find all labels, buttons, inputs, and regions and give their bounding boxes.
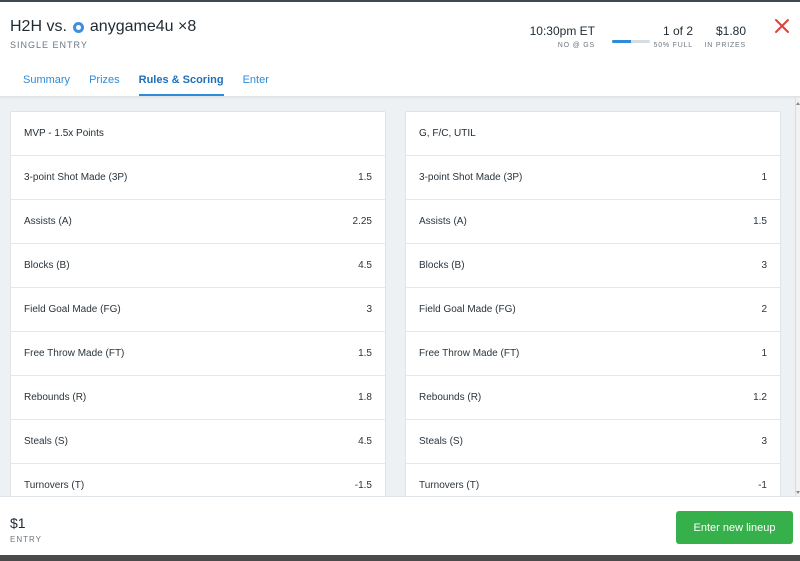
contest-title: H2H vs. anygame4u ×8 [10,18,196,36]
entry-type-label: SINGLE ENTRY [10,40,88,50]
opponent-badge-icon [72,21,84,33]
bottom-edge [0,555,800,561]
scoring-row: Field Goal Made (FG) 2 [406,288,780,332]
stat-points: 1.2 [753,392,767,403]
scoring-row: 3-point Shot Made (3P) 1.5 [11,156,385,200]
scoring-row: Free Throw Made (FT) 1.5 [11,332,385,376]
stat-label: Steals (S) [24,436,68,447]
entry-fee: $1 [10,515,26,531]
tab-prizes[interactable]: Prizes [89,74,120,86]
scoring-row: Turnovers (T) -1.5 [11,464,385,498]
scroll-up-icon[interactable] [796,102,800,105]
stat-points: 2 [761,304,767,315]
stat-points: 4.5 [358,436,372,447]
stat-points: -1 [758,480,767,491]
stat-points: 4.5 [358,260,372,271]
top-edge [0,0,800,2]
stat-label: Blocks (B) [24,260,70,271]
stat-label: Assists (A) [24,216,72,227]
stat-label: 3-point Shot Made (3P) [419,172,523,183]
scoring-row: 3-point Shot Made (3P) 1 [406,156,780,200]
content-scrollbar[interactable] [795,98,800,498]
stat-points: 1.8 [358,392,372,403]
stat-label: Steals (S) [419,436,463,447]
tab-enter[interactable]: Enter [242,74,269,86]
prizes-stat: $1.80 IN PRIZES [705,24,746,49]
contest-header: H2H vs. anygame4u ×8 SINGLE ENTRY 10:30p… [0,2,800,97]
stat-points: 1.5 [358,348,372,359]
scoring-card-standard: G, F/C, UTIL 3-point Shot Made (3P) 1 Ass… [405,111,781,498]
game-matchup: NO @ GS [557,42,595,49]
stat-label: Assists (A) [419,216,467,227]
scoring-row: Field Goal Made (FG) 3 [11,288,385,332]
tab-summary[interactable]: Summary [23,74,71,86]
entries-count: 1 of 2 [662,24,693,38]
scoring-row: Blocks (B) 4.5 [11,244,385,288]
contest-type: H2H vs. [10,18,67,35]
scoring-content: MVP - 1.5x Points 3-point Shot Made (3P)… [0,98,795,498]
stat-points: 2.25 [352,216,372,227]
card-title: G, F/C, UTIL [406,112,780,156]
stat-points: 1 [761,348,767,359]
contest-tabs: Summary Prizes Rules & Scoring Enter [23,74,288,96]
entries-progress-fill [612,40,631,43]
game-time-stat: 10:30pm ET NO @ GS [530,24,595,49]
close-icon [775,19,789,33]
stat-points: 3 [366,304,372,315]
scoring-row: Turnovers (T) -1 [406,464,780,498]
entries-progress-bar [612,40,650,43]
stat-label: Turnovers (T) [24,480,85,491]
entries-fill-label: 50% FULL [653,42,693,49]
stat-label: Rebounds (R) [419,392,482,403]
entry-fee-label: ENTRY [10,535,42,544]
scoring-row: Blocks (B) 3 [406,244,780,288]
scoring-row: Steals (S) 3 [406,420,780,464]
scoring-row: Steals (S) 4.5 [11,420,385,464]
stat-label: Turnovers (T) [419,480,480,491]
stat-points: 1.5 [753,216,767,227]
enter-new-lineup-button[interactable]: Enter new lineup [676,511,793,544]
prize-label: IN PRIZES [704,42,746,49]
card-title: MVP - 1.5x Points [11,112,385,156]
game-time: 10:30pm ET [529,24,595,38]
stat-label: Free Throw Made (FT) [24,348,125,359]
stat-points: 3 [761,260,767,271]
stat-label: Field Goal Made (FG) [24,304,121,315]
stat-points: 1.5 [358,172,372,183]
scoring-row: Assists (A) 1.5 [406,200,780,244]
prize-amount: $1.80 [715,24,746,38]
scoring-row: Rebounds (R) 1.2 [406,376,780,420]
entry-footer: $1 ENTRY Enter new lineup [0,496,800,555]
stat-points: 3 [761,436,767,447]
stat-label: Blocks (B) [419,260,465,271]
scoring-row: Rebounds (R) 1.8 [11,376,385,420]
stat-points: 1 [761,172,767,183]
stat-label: Field Goal Made (FG) [419,304,516,315]
stat-label: Rebounds (R) [24,392,87,403]
scoring-row: Free Throw Made (FT) 1 [406,332,780,376]
scroll-down-icon[interactable] [796,491,800,494]
opponent-name[interactable]: anygame4u ×8 [89,18,197,35]
scoring-row: Assists (A) 2.25 [11,200,385,244]
entries-stat: 1 of 2 50% FULL [611,24,693,49]
close-button[interactable] [772,16,792,36]
stat-points: -1.5 [354,480,372,491]
stat-label: 3-point Shot Made (3P) [24,172,128,183]
stat-label: Free Throw Made (FT) [419,348,520,359]
tab-rules-scoring[interactable]: Rules & Scoring [138,74,224,96]
scoring-card-mvp: MVP - 1.5x Points 3-point Shot Made (3P)… [10,111,386,498]
